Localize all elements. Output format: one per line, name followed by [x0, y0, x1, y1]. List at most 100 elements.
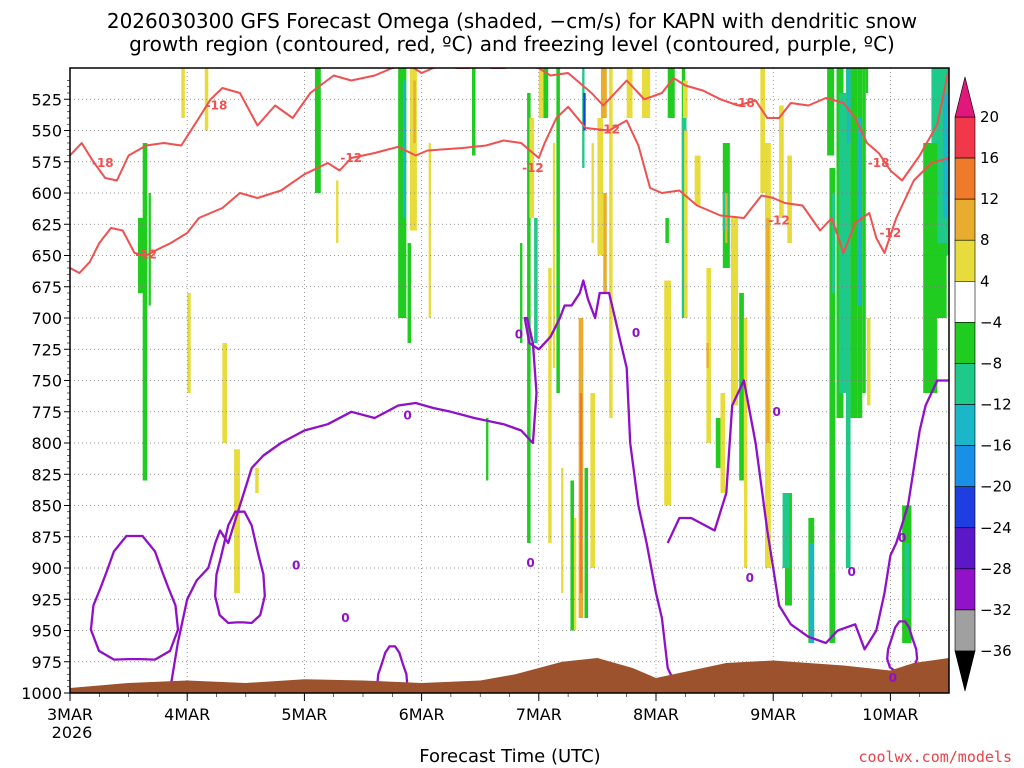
omega-cell: [556, 68, 560, 393]
omega-cell: [694, 155, 701, 206]
colorbar-label: 4: [980, 272, 990, 290]
freezing-contour: [168, 279, 681, 693]
omega-cell: [600, 68, 607, 118]
omega-cell: [609, 68, 613, 418]
contour-label: -12: [880, 226, 902, 240]
omega-cell: [857, 118, 862, 306]
freezing-contour-loop: [89, 534, 180, 661]
x-tick-label: 6MAR: [399, 705, 445, 724]
colorbar-top-arrow: [954, 76, 976, 118]
colorbar-label: −28: [980, 560, 1012, 578]
contour-label: 0: [848, 565, 856, 579]
omega-cell: [181, 68, 185, 118]
omega-cell: [725, 193, 728, 243]
omega-cell: [943, 93, 949, 218]
omega-cell: [579, 393, 583, 593]
omega-cell: [667, 68, 675, 118]
colorbar-segment: [954, 239, 976, 282]
y-tick-label: 900: [31, 559, 62, 578]
y-tick-label: 675: [31, 278, 62, 297]
y-tick-label: 925: [31, 590, 62, 609]
y-tick-label: 800: [31, 434, 62, 453]
y-axis: 525 550 575 600 625 650 675 700 725 750 775 800 825 8…: [21, 80, 70, 703]
colorbar-label: −36: [980, 642, 1012, 660]
colorbar-segment: [954, 445, 976, 487]
omega-cell: [706, 343, 709, 368]
contour-label: -12: [522, 161, 544, 175]
freezing-contour-loop: [376, 645, 409, 693]
omega-cell: [766, 218, 770, 443]
x-tick-label: 7MAR: [516, 705, 562, 724]
omega-cell: [314, 68, 321, 193]
x-tick-label: 9MAR: [750, 705, 796, 724]
omega-cell: [590, 393, 596, 568]
omega-cell: [845, 68, 851, 568]
chart-title-line-1: 2026030300 GFS Forecast Omega (shaded, −…: [107, 9, 917, 33]
colorbar-label: 8: [980, 231, 990, 249]
colorbar-segment: [954, 157, 976, 200]
contour-labels: -18 -18 -18 -18 -12 -12 -12 -12 -12 -12 0 0 0 0 0 0 0 0 0 0…: [92, 96, 906, 685]
colorbar-label: −4: [980, 313, 1002, 331]
contour-label: 0: [292, 559, 300, 573]
contour-label: 0: [898, 531, 906, 545]
omega-cell: [829, 168, 836, 643]
omega-cell: [923, 143, 938, 393]
y-tick-label: 775: [31, 403, 62, 422]
y-tick-label: 550: [31, 122, 62, 141]
y-tick-label: 1000: [21, 684, 62, 703]
contour-label: -12: [135, 247, 157, 261]
terrain-area: [70, 658, 949, 693]
colorbar-segment: [954, 404, 976, 446]
colorbar-segment: [954, 363, 976, 405]
dgz-contour-minus18: [70, 68, 949, 182]
omega-cell: [142, 143, 148, 481]
contour-label: 0: [889, 671, 897, 685]
colorbar-segment: [954, 116, 976, 159]
colorbar-label: −12: [980, 396, 1012, 414]
omega-cell: [866, 318, 871, 406]
omega-cell: [234, 449, 240, 593]
omega-cell: [904, 543, 910, 618]
y-tick-label: 750: [31, 372, 62, 391]
omega-cell: [865, 68, 869, 93]
omega-cell: [787, 155, 792, 243]
omega-cell: [486, 418, 489, 481]
omega-cell: [428, 143, 431, 318]
contour-label: -18: [868, 156, 890, 170]
omega-cell: [934, 243, 947, 318]
plot-background: [70, 68, 949, 693]
contour-label: -18: [92, 156, 114, 170]
contour-label: -12: [768, 214, 790, 228]
omega-cell: [573, 518, 577, 631]
omega-cell: [222, 343, 228, 443]
colorbar-segment: [954, 609, 976, 652]
omega-cell: [413, 80, 416, 143]
x-tick-label: 8MAR: [633, 705, 679, 724]
omega-cell: [520, 243, 523, 343]
credit-text: coolwx.com/models: [858, 748, 1012, 766]
x-tick-label: 3MAR: [47, 705, 93, 724]
omega-cell: [591, 143, 594, 243]
omega-cell: [862, 68, 866, 393]
omega-cell: [831, 193, 836, 293]
freezing-contour: [666, 379, 949, 651]
x-axis-year-label: 2026: [52, 723, 93, 742]
contour-label: 0: [773, 405, 781, 419]
omega-cell: [148, 193, 151, 306]
colorbar-label: −24: [980, 519, 1012, 537]
contour-label: 0: [403, 409, 411, 423]
colorbar-label: 20: [980, 108, 999, 126]
omega-cell: [782, 493, 790, 568]
contour-label: -12: [340, 151, 362, 165]
y-tick-label: 600: [31, 184, 62, 203]
colorbar-label: −20: [980, 478, 1012, 496]
omega-cell: [471, 68, 476, 156]
colorbar-segment: [954, 486, 976, 529]
y-tick-label: 725: [31, 340, 62, 359]
omega-cell: [407, 243, 412, 343]
contour-label: 0: [515, 327, 523, 341]
colorbar: 20 16 12 8 4 −4 −8 −12 −16 −20 −24 −28 −32 −36: [954, 76, 1012, 692]
omega-cell: [847, 68, 851, 143]
omega-cell: [534, 218, 538, 343]
